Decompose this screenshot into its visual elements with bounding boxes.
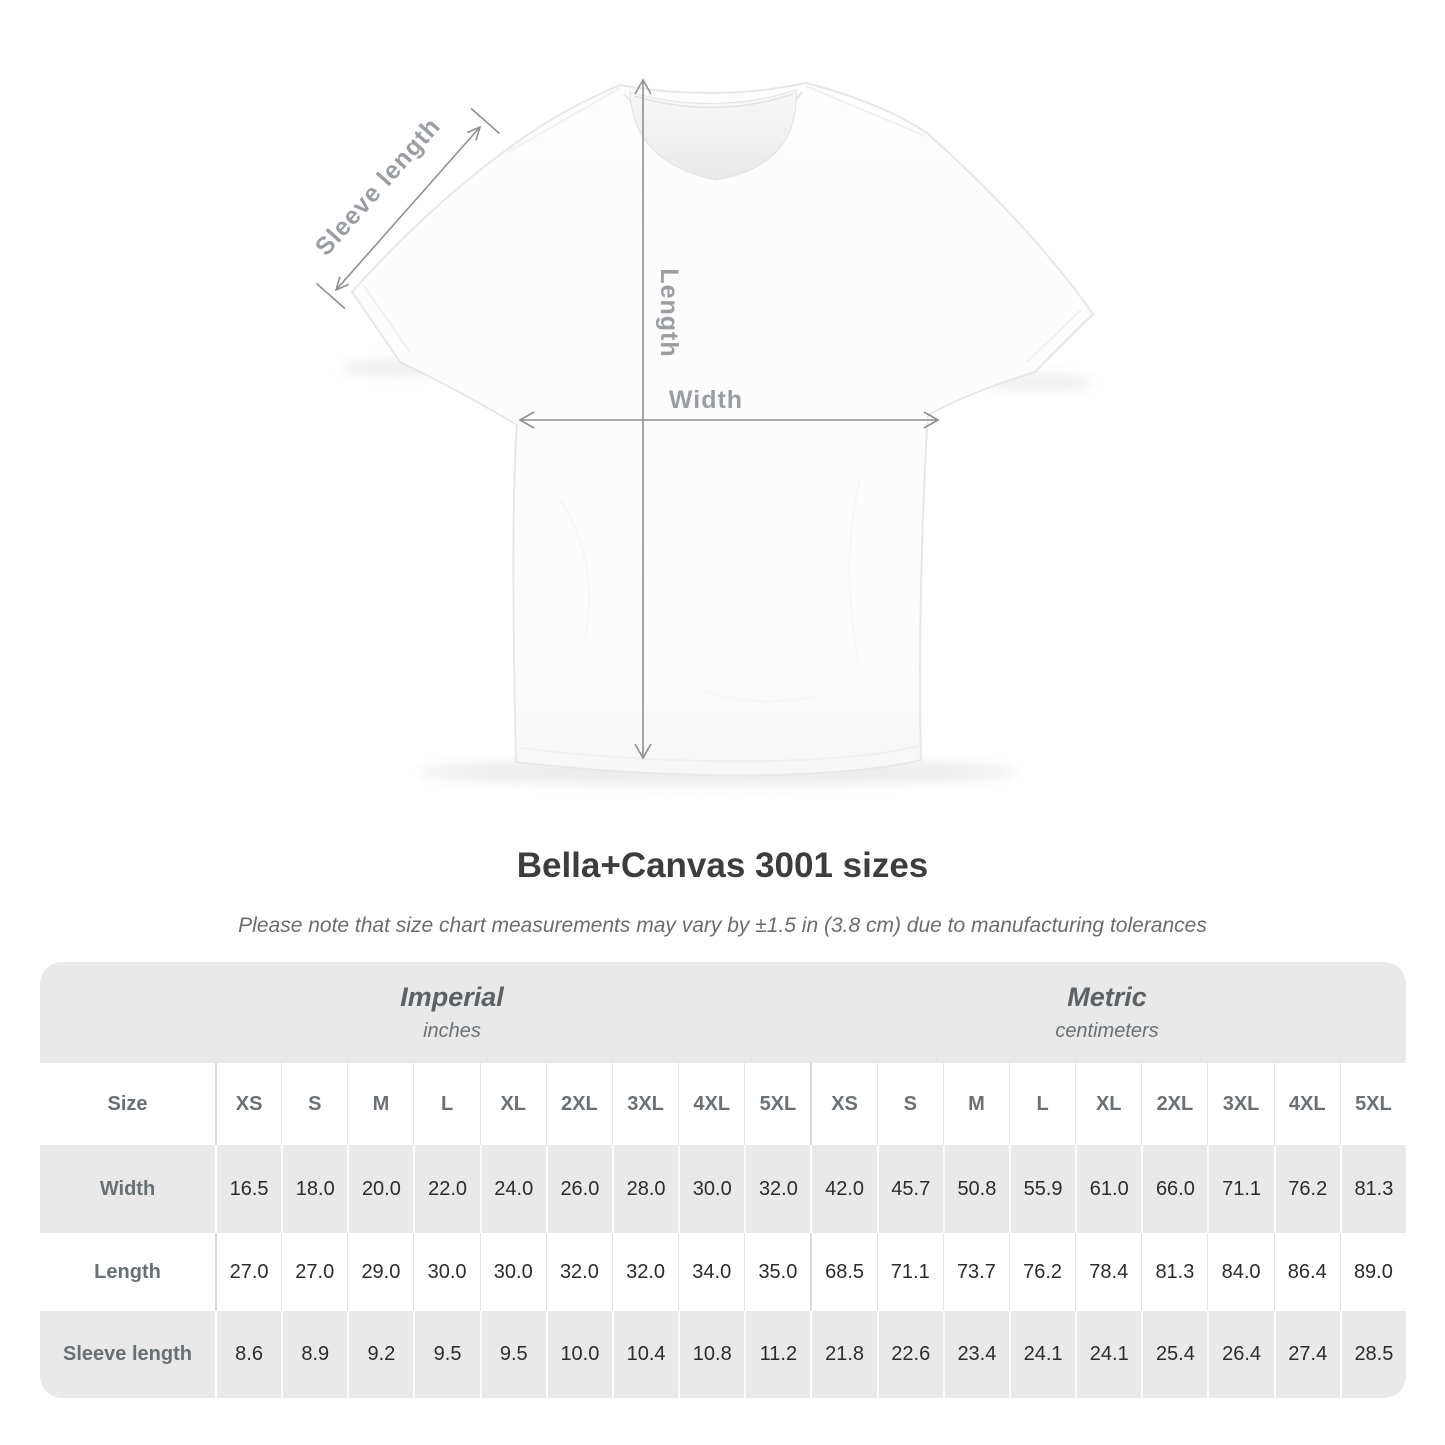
table-cell: 9.2: [347, 1311, 414, 1398]
size-column-header: XL: [479, 1063, 546, 1145]
table-cell: 26.0: [545, 1145, 612, 1233]
size-column-header: XS: [810, 1063, 876, 1145]
table-cell: 32.0: [611, 1233, 678, 1311]
table-cell: 50.8: [942, 1145, 1009, 1233]
tshirt-diagram: Sleeve length Length Width: [310, 78, 1094, 786]
tshirt-body: [351, 82, 1094, 777]
table-cell: 26.4: [1207, 1311, 1274, 1398]
table-cell: 71.1: [1207, 1145, 1274, 1233]
unit-group-metric: Metric centimeters: [808, 962, 1406, 1063]
length-label: Length: [655, 268, 683, 357]
table-cell: 32.0: [545, 1233, 612, 1311]
table-cell: 29.0: [347, 1233, 413, 1311]
table-cell: 32.0: [744, 1145, 811, 1233]
table-cell: 24.1: [1008, 1311, 1076, 1398]
size-column-header: 4XL: [678, 1063, 744, 1145]
table-cell: 61.0: [1075, 1145, 1142, 1233]
table-cell: 30.0: [413, 1233, 479, 1311]
table-cell: 10.0: [545, 1311, 612, 1398]
size-column-header: S: [281, 1063, 347, 1145]
table-cell: 24.0: [479, 1145, 546, 1233]
table-cell: 10.4: [611, 1311, 679, 1398]
size-header-cell: Size: [107, 1092, 148, 1115]
length-arrow: [634, 78, 652, 760]
size-column-header: 3XL: [1207, 1063, 1273, 1145]
size-table: Imperial inches Metric centimeters Size X…: [40, 962, 1406, 1398]
table-cell: 81.3: [1339, 1145, 1406, 1233]
table-cell: 20.0: [347, 1145, 414, 1233]
table-cell: 10.8: [678, 1311, 745, 1398]
collar-hole: [629, 89, 797, 181]
table-cell: 22.0: [413, 1145, 480, 1233]
size-column-header: 3XL: [611, 1063, 678, 1145]
table-cell: 18.0: [281, 1145, 348, 1233]
table-cell: 8.6: [215, 1311, 282, 1398]
table-cell: 27.0: [215, 1233, 281, 1311]
unit-group-imperial: Imperial inches: [96, 962, 808, 1063]
size-column-header: 5XL: [1339, 1063, 1406, 1145]
table-cell: 89.0: [1339, 1233, 1406, 1311]
table-cell: 21.8: [810, 1311, 877, 1398]
tolerance-note: Please note that size chart measurements…: [238, 914, 1207, 937]
page-title: Bella+Canvas 3001 sizes: [516, 846, 929, 885]
size-column-header: M: [942, 1063, 1009, 1145]
imperial-label: Imperial: [400, 982, 504, 1012]
table-cell: 73.7: [942, 1233, 1009, 1311]
size-grid: Size XS S M L XL 2XL 3XL 4XL 5XL XS S M L XL 2XL 3XL 4XL 5…: [40, 1063, 1406, 1398]
table-cell: 8.9: [281, 1311, 348, 1398]
row-label: Length: [94, 1260, 161, 1283]
size-column-header: XS: [215, 1063, 281, 1145]
size-column-header: M: [347, 1063, 413, 1145]
metric-label: Metric: [1067, 982, 1147, 1012]
table-cell: 78.4: [1075, 1233, 1141, 1311]
unit-header-band: Imperial inches Metric centimeters: [40, 962, 1406, 1063]
table-cell: 71.1: [876, 1233, 943, 1311]
sleeve-length-arrow: [315, 107, 501, 310]
size-column-header: XL: [1075, 1063, 1141, 1145]
row-label: Width: [40, 1145, 215, 1233]
table-cell: 9.5: [479, 1311, 546, 1398]
imperial-sublabel: inches: [423, 1020, 481, 1042]
size-column-header: 2XL: [545, 1063, 612, 1145]
table-cell: 27.0: [281, 1233, 347, 1311]
collar-back-seam: [633, 93, 794, 109]
table-cell: 11.2: [744, 1311, 811, 1398]
size-column-header: S: [876, 1063, 943, 1145]
table-cell: 68.5: [810, 1233, 876, 1311]
width-arrow: [518, 411, 940, 429]
width-label: Width: [669, 386, 743, 414]
table-cell: 55.9: [1008, 1145, 1076, 1233]
size-column-header: 5XL: [744, 1063, 810, 1145]
table-cell: 16.5: [215, 1145, 282, 1233]
table-cell: 30.0: [678, 1145, 745, 1233]
size-column-header: 4XL: [1273, 1063, 1340, 1145]
table-cell: 9.5: [413, 1311, 480, 1398]
table-cell: 76.2: [1273, 1145, 1340, 1233]
table-cell: 28.0: [611, 1145, 679, 1233]
table-cell: 34.0: [678, 1233, 744, 1311]
metric-sublabel: centimeters: [1055, 1020, 1159, 1042]
table-cell: 84.0: [1207, 1233, 1273, 1311]
table-cell: 22.6: [876, 1311, 943, 1398]
table-cell: 45.7: [876, 1145, 943, 1233]
table-cell: 23.4: [942, 1311, 1009, 1398]
table-cell: 76.2: [1008, 1233, 1075, 1311]
size-column-header: L: [413, 1063, 479, 1145]
table-cell: 42.0: [810, 1145, 877, 1233]
table-cell: 66.0: [1141, 1145, 1208, 1233]
table-cell: 24.1: [1075, 1311, 1142, 1398]
table-cell: 86.4: [1273, 1233, 1340, 1311]
table-cell: 27.4: [1273, 1311, 1340, 1398]
size-column-header: 2XL: [1141, 1063, 1207, 1145]
row-label: Sleeve length: [40, 1311, 215, 1398]
table-cell: 25.4: [1141, 1311, 1208, 1398]
table-cell: 81.3: [1141, 1233, 1207, 1311]
table-cell: 35.0: [744, 1233, 810, 1311]
table-cell: 30.0: [479, 1233, 546, 1311]
table-cell: 28.5: [1339, 1311, 1406, 1398]
size-column-header: L: [1008, 1063, 1075, 1145]
